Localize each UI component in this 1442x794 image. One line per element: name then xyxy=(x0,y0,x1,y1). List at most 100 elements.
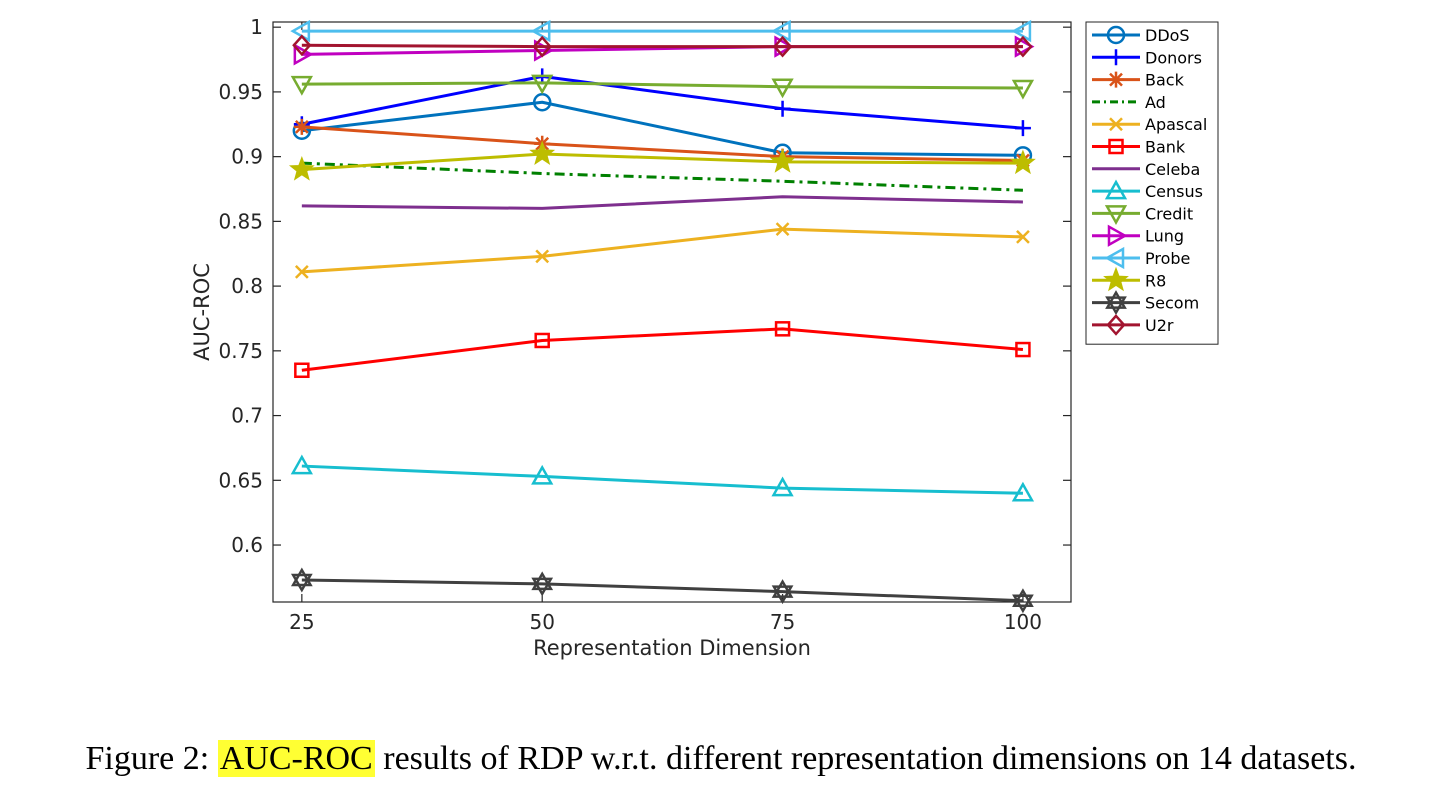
series-donors xyxy=(293,68,1031,137)
series-line xyxy=(301,125,1023,163)
legend-item: Donors xyxy=(1092,48,1202,67)
series-line xyxy=(301,578,1023,603)
legend-item: Apascal xyxy=(1092,115,1207,134)
legend-item: Credit xyxy=(1092,204,1193,225)
data-point xyxy=(771,579,794,605)
legend-label: Bank xyxy=(1145,138,1186,157)
axes: 0.6 0.65 0.7 0.75 0.8 0.85 0.9 0.95 1 25 50 75 100 Re… xyxy=(190,15,1072,660)
series-line xyxy=(301,195,1023,210)
y-tick-label: 0.85 xyxy=(218,209,263,233)
series-census xyxy=(290,454,1035,502)
data-point xyxy=(769,148,796,173)
data-point xyxy=(771,78,794,99)
data-point xyxy=(775,222,790,237)
data-point xyxy=(1010,149,1036,175)
data-point xyxy=(290,75,313,96)
series-probe xyxy=(290,19,1032,43)
plot-frame xyxy=(272,21,1072,603)
series-apascal xyxy=(294,222,1030,279)
series-celeba xyxy=(301,195,1023,210)
data-point xyxy=(1011,481,1035,502)
data-point xyxy=(771,19,791,43)
caption-highlight: AUC-ROC xyxy=(217,740,375,777)
y-tick-label: 0.7 xyxy=(231,404,263,428)
series-line xyxy=(301,464,1023,495)
legend-marker xyxy=(1105,290,1127,316)
legend-item: Census xyxy=(1092,179,1203,201)
caption-rest: results of RDP w.r.t. different represen… xyxy=(374,740,1357,777)
data-point xyxy=(1015,341,1031,358)
data-point xyxy=(294,264,309,279)
data-point xyxy=(292,34,312,57)
legend-marker xyxy=(1108,49,1124,66)
data-point xyxy=(294,362,310,379)
legend-marker xyxy=(1109,117,1123,132)
series-line xyxy=(301,74,1024,130)
series-lung xyxy=(293,35,1035,66)
legend-marker xyxy=(1104,205,1128,225)
data-point xyxy=(293,43,314,66)
y-tick-label: 0.8 xyxy=(231,274,263,298)
series-line xyxy=(301,100,1023,157)
y-tick-label: 0.9 xyxy=(231,145,263,169)
data-point xyxy=(531,464,554,485)
legend-label: DDoS xyxy=(1145,26,1190,45)
series-line xyxy=(301,81,1023,90)
legend-marker xyxy=(1108,138,1124,155)
legend-marker xyxy=(1103,266,1129,292)
data-point xyxy=(1011,79,1035,100)
series-ad xyxy=(301,161,1023,192)
legend-label: Ad xyxy=(1145,93,1166,112)
data-point xyxy=(774,321,791,337)
data-point xyxy=(774,100,791,117)
series-u2r xyxy=(292,34,1033,58)
line-chart: 0.6 0.65 0.7 0.75 0.8 0.85 0.9 0.95 1 25 50 75 100 Re… xyxy=(190,15,1219,660)
y-axis-label: AUC-ROC xyxy=(190,263,214,361)
legend-label: Census xyxy=(1145,182,1203,201)
legend-marker xyxy=(1104,246,1125,270)
legend-item: Probe xyxy=(1092,246,1190,270)
legend-marker xyxy=(1106,314,1126,336)
series-bank xyxy=(294,321,1031,379)
x-tick-label: 100 xyxy=(1004,610,1042,634)
legend-label: R8 xyxy=(1145,271,1166,290)
legend-item: Ad xyxy=(1092,93,1166,112)
y-tick-label: 1 xyxy=(250,15,263,39)
legend-item: Bank xyxy=(1092,138,1186,157)
legend-item: R8 xyxy=(1092,266,1166,292)
data-point xyxy=(1016,230,1030,244)
legend-item: Celeba xyxy=(1092,160,1200,179)
legend-marker xyxy=(1106,25,1126,45)
legend-label: Probe xyxy=(1145,249,1190,268)
data-point xyxy=(1014,120,1031,137)
figure-caption: Figure 2: AUC-ROC results of RDP w.r.t. … xyxy=(0,740,1442,778)
y-tick-label: 0.75 xyxy=(218,339,263,363)
legend-label: Credit xyxy=(1145,204,1193,223)
data-point xyxy=(529,140,556,166)
legend-marker xyxy=(1104,179,1128,200)
data-point xyxy=(1013,35,1033,58)
series-layer xyxy=(288,19,1036,614)
legend: DDoS Donors Back Ad Apascal Bank Celeba Census C… xyxy=(1085,21,1219,345)
series-credit xyxy=(290,74,1035,100)
data-point xyxy=(531,74,554,95)
series-line xyxy=(301,161,1023,192)
legend-marker xyxy=(1107,224,1128,247)
legend-item: Lung xyxy=(1092,224,1184,247)
legend-label: Lung xyxy=(1145,227,1184,246)
series-r8 xyxy=(288,140,1036,181)
data-point xyxy=(290,567,313,593)
data-point xyxy=(288,156,315,181)
y-tick-label: 0.65 xyxy=(218,468,263,492)
data-point xyxy=(290,454,313,475)
y-tick-label: 0.95 xyxy=(218,80,263,104)
data-point xyxy=(531,571,554,597)
legend-marker xyxy=(1108,71,1124,88)
data-point xyxy=(532,35,552,58)
caption-prefix: Figure 2: xyxy=(85,740,218,777)
data-point xyxy=(530,19,551,43)
x-tick-label: 75 xyxy=(770,610,795,634)
legend-label: Back xyxy=(1145,71,1185,90)
data-point xyxy=(771,476,794,497)
y-tick-label: 0.6 xyxy=(231,533,263,557)
